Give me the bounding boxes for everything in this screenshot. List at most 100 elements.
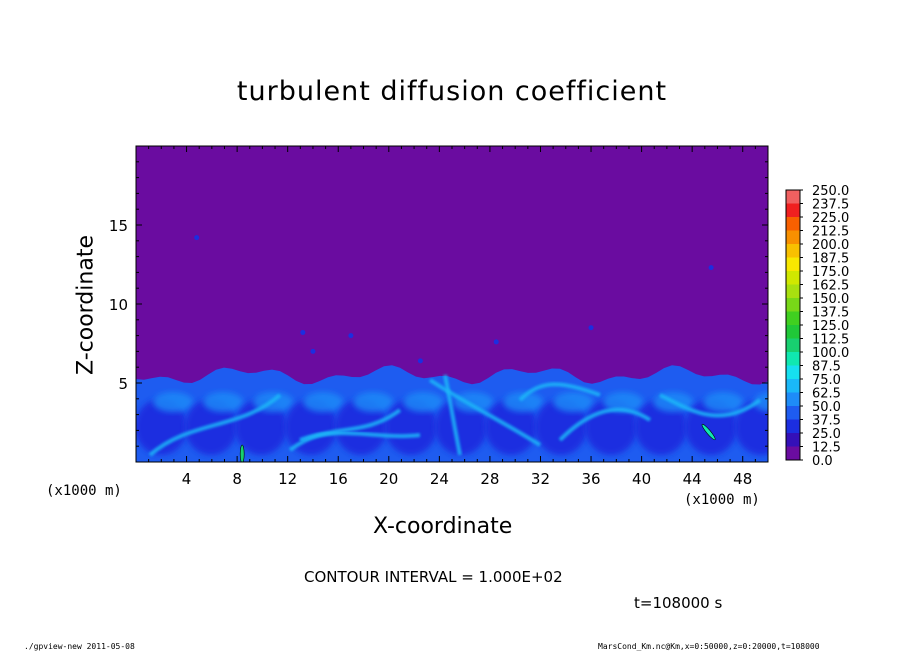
- colorbar-label: 250.0: [812, 184, 849, 199]
- footer-left: ./gpview-new 2011-05-08: [24, 642, 135, 651]
- x-tick-label: 24: [430, 470, 449, 488]
- colorbar-label: 162.5: [812, 279, 849, 294]
- colorbar-swatch: [786, 325, 800, 339]
- chart-title: turbulent diffusion coefficient: [236, 76, 668, 107]
- eddy-edge: [353, 392, 393, 412]
- turbulent-blob: [417, 358, 423, 364]
- time-label: t=108000 s: [634, 594, 723, 612]
- y-tick-label: 10: [109, 296, 128, 314]
- eddy-core: [735, 399, 768, 455]
- turbulent-filament: [558, 407, 652, 442]
- eddy-core: [535, 399, 587, 455]
- colorbar-swatch: [786, 190, 800, 204]
- x-unit-label-left: (x1000 m): [46, 483, 122, 499]
- y-tick-label: 5: [118, 375, 128, 393]
- eddy-edge: [453, 392, 493, 412]
- footer-right: MarsCond_Km.nc@Km,x=0:50000,z=0:20000,t=…: [598, 642, 820, 651]
- y-axis-label: Z-coordinate: [73, 235, 99, 375]
- turbulent-filament: [518, 382, 601, 402]
- turbulent-blob: [310, 348, 316, 354]
- colorbar-swatch: [786, 379, 800, 393]
- colorbar-label: 125.0: [812, 319, 849, 334]
- colorbar-label: 87.5: [812, 360, 841, 375]
- colorbar-label: 50.0: [812, 400, 841, 415]
- colorbar-label: 62.5: [812, 387, 841, 402]
- colorbar-swatch: [786, 203, 800, 217]
- colorbar-swatch: [786, 311, 800, 325]
- colorbar-label: 225.0: [812, 211, 849, 226]
- turbulent-blob: [493, 339, 499, 345]
- colorbar-swatch: [786, 419, 800, 433]
- colorbar-swatch: [786, 284, 800, 298]
- eddy-edge: [153, 392, 193, 412]
- turbulent-filament: [148, 393, 282, 457]
- hotspot-contour: [239, 444, 245, 462]
- turbulent-filament: [288, 408, 402, 452]
- turbulent-filament: [299, 431, 421, 442]
- colorbar-label: 150.0: [812, 292, 849, 307]
- eddy-edge: [703, 392, 743, 412]
- x-tick-label: 44: [683, 470, 702, 488]
- turbulent-blob: [348, 333, 354, 339]
- colorbar-swatch: [786, 257, 800, 271]
- x-tick-label: 48: [733, 470, 752, 488]
- eddy-edge: [603, 392, 643, 412]
- eddy-core: [635, 399, 687, 455]
- y-axis-ticks: 5 10 15: [109, 161, 768, 447]
- colorbar-label: 187.5: [812, 252, 849, 267]
- eddy-edge: [203, 392, 243, 412]
- colorbar: 0.012.525.037.550.062.575.087.5100.0112.…: [785, 184, 849, 469]
- colorbar-swatch: [786, 365, 800, 379]
- x-unit-label-right: (x1000 m): [684, 492, 760, 508]
- colorbar-label: 200.0: [812, 238, 849, 253]
- colorbar-swatch: [786, 338, 800, 352]
- colorbar-swatch: [786, 446, 800, 460]
- turbulent-blob: [708, 265, 714, 271]
- turbulent-filament: [443, 374, 462, 456]
- eddy-edge: [553, 392, 593, 412]
- x-tick-label: 8: [232, 470, 242, 488]
- x-axis-label: X-coordinate: [373, 514, 513, 539]
- x-tick-label: 40: [632, 470, 651, 488]
- boundary-layer-field: [136, 235, 768, 462]
- x-tick-label: 36: [581, 470, 600, 488]
- colorbar-swatch: [786, 433, 800, 447]
- colorbar-label: 137.5: [812, 306, 849, 321]
- colorbar-label: 237.5: [812, 198, 849, 213]
- colorbar-label: 112.5: [812, 333, 849, 348]
- eddy-edge: [303, 392, 343, 412]
- x-tick-label: 4: [182, 470, 192, 488]
- turbulent-filament: [428, 378, 542, 447]
- colorbar-swatch: [786, 217, 800, 231]
- colorbar-swatch: [786, 392, 800, 406]
- colorbar-label: 0.0: [812, 454, 833, 469]
- x-axis-ticks: 4 8 12 16 20 24 28 32 36 40 44 48: [148, 146, 756, 488]
- colorbar-label: 175.0: [812, 265, 849, 280]
- colorbar-label: 25.0: [812, 427, 841, 442]
- turbulent-blob: [588, 325, 594, 331]
- x-tick-label: 16: [329, 470, 348, 488]
- x-tick-label: 12: [278, 470, 297, 488]
- eddy-edge: [503, 392, 543, 412]
- colorbar-swatch: [786, 244, 800, 258]
- x-tick-label: 20: [379, 470, 398, 488]
- colorbar-swatch: [786, 230, 800, 244]
- hotspot-contour: [701, 423, 716, 441]
- colorbar-label: 100.0: [812, 346, 849, 361]
- colorbar-swatch: [786, 406, 800, 420]
- colorbar-swatch: [786, 271, 800, 285]
- colorbar-swatch: [786, 352, 800, 366]
- colorbar-label: 37.5: [812, 414, 841, 429]
- turbulent-blob: [300, 329, 306, 335]
- colorbar-label: 212.5: [812, 225, 849, 240]
- colorbar-label: 12.5: [812, 441, 841, 456]
- colorbar-swatch: [786, 298, 800, 312]
- eddy-core: [435, 399, 487, 455]
- contour-interval-note: CONTOUR INTERVAL = 1.000E+02: [304, 568, 563, 586]
- x-tick-label: 32: [531, 470, 550, 488]
- turbulent-blob: [194, 235, 200, 241]
- eddy-core: [285, 399, 337, 455]
- y-tick-label: 15: [109, 217, 128, 235]
- eddy-edge: [403, 392, 443, 412]
- turbulent-filament: [659, 393, 762, 418]
